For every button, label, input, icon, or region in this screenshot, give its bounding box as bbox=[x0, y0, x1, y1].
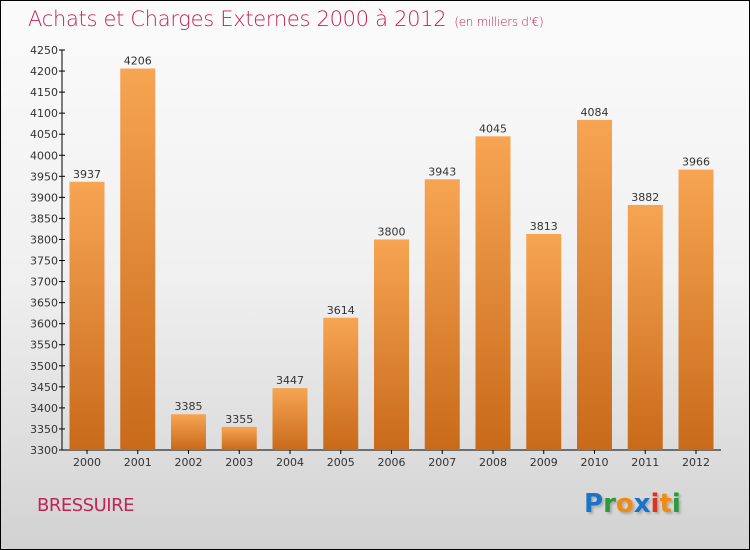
y-tick-label: 3900 bbox=[30, 191, 58, 204]
data-label: 3966 bbox=[682, 156, 710, 169]
title-text: Achats et Charges Externes 2000 à 2012 bbox=[28, 7, 447, 31]
y-tick-label: 4200 bbox=[30, 65, 58, 78]
x-tick-label: 2005 bbox=[327, 456, 355, 469]
x-tick-label: 2012 bbox=[682, 456, 710, 469]
location-label: BRESSUIRE bbox=[37, 495, 134, 516]
y-tick-label: 3350 bbox=[30, 423, 58, 436]
x-tick-label: 2007 bbox=[428, 456, 456, 469]
x-tick-label: 2000 bbox=[73, 456, 101, 469]
data-label: 3882 bbox=[631, 191, 659, 204]
x-tick-label: 2010 bbox=[581, 456, 609, 469]
x-tick-label: 2006 bbox=[378, 456, 406, 469]
data-label: 4045 bbox=[479, 122, 507, 135]
bar bbox=[424, 179, 460, 450]
y-tick-label: 3450 bbox=[30, 381, 58, 394]
data-label: 3813 bbox=[530, 220, 558, 233]
y-tick-label: 3800 bbox=[30, 233, 58, 246]
bar bbox=[120, 68, 156, 451]
bar bbox=[69, 181, 105, 450]
data-label: 3800 bbox=[378, 225, 406, 238]
x-tick-label: 2004 bbox=[276, 456, 304, 469]
data-label: 3614 bbox=[327, 304, 355, 317]
logo-letter: i bbox=[650, 489, 660, 519]
y-tick-label: 4150 bbox=[30, 86, 58, 99]
x-tick-label: 2003 bbox=[225, 456, 253, 469]
x-tick-label: 2002 bbox=[175, 456, 203, 469]
y-tick-label: 3400 bbox=[30, 402, 58, 415]
proxiti-logo: Proxiti bbox=[584, 489, 681, 519]
logo-letter: x bbox=[633, 489, 651, 519]
y-tick-label: 3750 bbox=[30, 255, 58, 268]
bar bbox=[475, 136, 511, 450]
bar bbox=[374, 239, 409, 450]
data-label: 3385 bbox=[175, 400, 203, 413]
bar bbox=[526, 234, 562, 450]
logo-letter: t bbox=[659, 489, 672, 519]
y-tick-label: 4000 bbox=[30, 149, 58, 162]
data-label: 3943 bbox=[428, 165, 456, 178]
y-tick-label: 3950 bbox=[30, 170, 58, 183]
y-tick-label: 4100 bbox=[30, 107, 58, 120]
y-tick-label: 3500 bbox=[30, 360, 58, 373]
logo-letter: o bbox=[615, 489, 634, 519]
data-label: 3355 bbox=[225, 413, 253, 426]
data-label: 3937 bbox=[73, 168, 101, 181]
x-tick-label: 2001 bbox=[124, 456, 152, 469]
logo-letter: r bbox=[603, 489, 616, 519]
data-label: 3447 bbox=[276, 374, 304, 387]
chart-subtitle: (en milliers d'€) bbox=[454, 15, 544, 29]
bar bbox=[577, 119, 612, 450]
logo-letter: P bbox=[584, 489, 604, 519]
y-tick-label: 4250 bbox=[30, 44, 58, 57]
y-tick-label: 3850 bbox=[30, 212, 58, 225]
x-tick-label: 2008 bbox=[479, 456, 507, 469]
y-tick-label: 4050 bbox=[30, 128, 58, 141]
y-tick-label: 3700 bbox=[30, 276, 58, 289]
bar bbox=[627, 204, 663, 450]
bar bbox=[171, 414, 206, 450]
y-tick-label: 3600 bbox=[30, 318, 58, 331]
bar bbox=[272, 388, 308, 450]
y-tick-label: 3300 bbox=[30, 444, 58, 457]
x-tick-label: 2011 bbox=[631, 456, 659, 469]
bar bbox=[323, 317, 359, 450]
data-label: 4084 bbox=[581, 106, 609, 119]
chart-title: Achats et Charges Externes 2000 à 2012 (e… bbox=[28, 7, 544, 31]
y-tick-label: 3550 bbox=[30, 339, 58, 352]
x-tick-label: 2009 bbox=[530, 456, 558, 469]
logo-letter: i bbox=[671, 489, 681, 519]
data-label: 4206 bbox=[124, 55, 152, 68]
bar bbox=[221, 426, 257, 450]
y-tick-label: 3650 bbox=[30, 297, 58, 310]
bar bbox=[678, 169, 714, 450]
